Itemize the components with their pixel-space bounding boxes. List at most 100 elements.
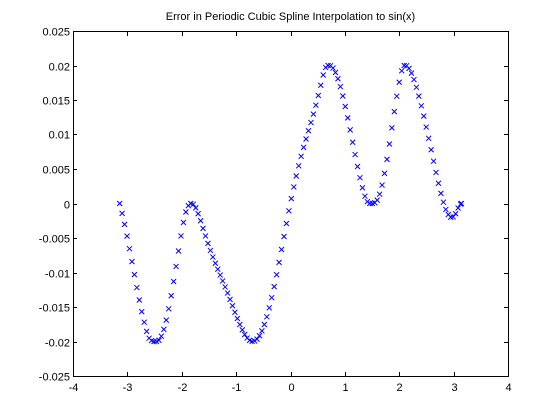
- data-point-marker: [433, 169, 439, 176]
- data-point-marker: [310, 111, 317, 117]
- x-tick-label: 1: [342, 382, 348, 394]
- data-point-marker: [347, 127, 354, 133]
- data-point-marker: [303, 136, 309, 142]
- data-point-marker: [293, 173, 300, 179]
- data-point-marker: [308, 119, 314, 126]
- data-point-marker: [205, 240, 211, 247]
- data-point-marker: [425, 135, 432, 142]
- data-point-marker: [261, 321, 268, 328]
- x-tick-label: -2: [178, 382, 188, 394]
- data-point-marker: [300, 144, 307, 151]
- data-point-marker: [151, 338, 157, 345]
- data-point-marker: [256, 332, 263, 339]
- data-point-marker: [450, 214, 457, 220]
- data-point-marker: [119, 210, 125, 217]
- data-point-marker: [273, 271, 280, 278]
- data-point-marker: [362, 193, 368, 200]
- data-point-marker: [438, 190, 444, 197]
- data-point-marker: [183, 209, 189, 215]
- x-tick-label: -3: [123, 382, 133, 394]
- data-point-marker: [254, 336, 260, 343]
- data-point-marker: [222, 284, 228, 290]
- data-point-marker: [295, 162, 302, 169]
- x-tick-label: 4: [505, 382, 511, 394]
- data-point-marker: [344, 115, 351, 121]
- data-point-marker: [207, 247, 214, 254]
- data-point-marker: [315, 92, 322, 99]
- data-point-marker: [452, 210, 459, 217]
- data-point-marker: [163, 317, 170, 323]
- data-point-marker: [202, 233, 209, 239]
- y-tick-label: 0: [64, 200, 70, 212]
- data-point-marker: [234, 315, 241, 322]
- y-tick-label: -0.005: [39, 234, 70, 246]
- data-point-marker: [263, 313, 270, 320]
- data-point-marker: [266, 304, 273, 311]
- data-point-marker: [298, 153, 305, 160]
- data-point-marker: [124, 233, 130, 239]
- data-point-marker: [408, 70, 415, 77]
- data-point-marker: [160, 326, 167, 333]
- data-point-marker: [440, 199, 447, 206]
- data-point-marker: [210, 254, 216, 260]
- data-point-marker: [357, 174, 363, 181]
- data-point-marker: [386, 141, 393, 147]
- y-tick-label: -0.015: [39, 303, 70, 315]
- data-point-marker: [389, 125, 395, 131]
- data-point-marker: [281, 233, 287, 240]
- y-tick-label: 0.01: [49, 130, 70, 142]
- data-point-marker: [268, 294, 275, 301]
- data-point-marker: [283, 220, 290, 227]
- data-point-marker: [133, 284, 140, 291]
- data-point-marker: [428, 146, 434, 153]
- data-point-marker: [276, 259, 282, 266]
- data-point-marker: [305, 127, 312, 134]
- x-tick-label: -1: [232, 382, 242, 394]
- data-point-marker: [290, 184, 297, 190]
- plot-area: [73, 31, 509, 377]
- data-point-marker: [366, 200, 373, 207]
- data-point-marker: [121, 221, 128, 228]
- data-point-marker: [129, 258, 135, 265]
- data-point-marker: [374, 197, 381, 203]
- data-point-marker: [227, 296, 233, 303]
- data-point-marker: [381, 170, 388, 177]
- data-point-marker: [396, 79, 403, 86]
- y-tick-label: 0.02: [49, 62, 70, 74]
- data-point-marker: [241, 331, 248, 338]
- data-point-marker: [229, 302, 236, 309]
- data-point-marker: [190, 201, 197, 208]
- y-tick-label: -0.025: [39, 372, 70, 384]
- data-point-marker: [379, 182, 385, 188]
- data-point-marker: [359, 184, 366, 191]
- data-point-marker: [313, 102, 319, 109]
- data-point-marker: [175, 248, 182, 254]
- data-point-marker: [239, 327, 246, 333]
- data-point-marker: [200, 225, 206, 232]
- x-tick-label: 2: [396, 382, 402, 394]
- data-point-marker: [192, 205, 199, 211]
- data-point-marker: [352, 151, 358, 158]
- data-point-marker: [217, 272, 224, 278]
- data-point-marker: [271, 283, 278, 290]
- y-tick-label: 0.005: [42, 165, 70, 177]
- data-point-marker: [288, 195, 295, 202]
- data-point-marker: [342, 103, 349, 110]
- data-point-marker: [420, 113, 427, 119]
- data-point-marker: [384, 156, 390, 163]
- data-point-marker: [232, 309, 238, 316]
- data-point-marker: [332, 69, 339, 76]
- y-axis: -0.025 -0.02 -0.015 -0.01 -0.005 0 0.005 0.01 0.…: [39, 27, 508, 384]
- data-point-marker: [317, 82, 324, 89]
- data-point-marker: [391, 108, 398, 115]
- data-point-marker: [126, 245, 133, 252]
- data-point-marker: [131, 271, 138, 278]
- data-point-marker: [418, 102, 425, 109]
- data-point-marker: [455, 205, 461, 211]
- data-point-marker: [320, 72, 327, 78]
- data-point-marker: [178, 233, 184, 239]
- data-point-marker: [430, 158, 437, 165]
- data-point-marker: [259, 328, 265, 334]
- data-point-marker: [442, 206, 449, 213]
